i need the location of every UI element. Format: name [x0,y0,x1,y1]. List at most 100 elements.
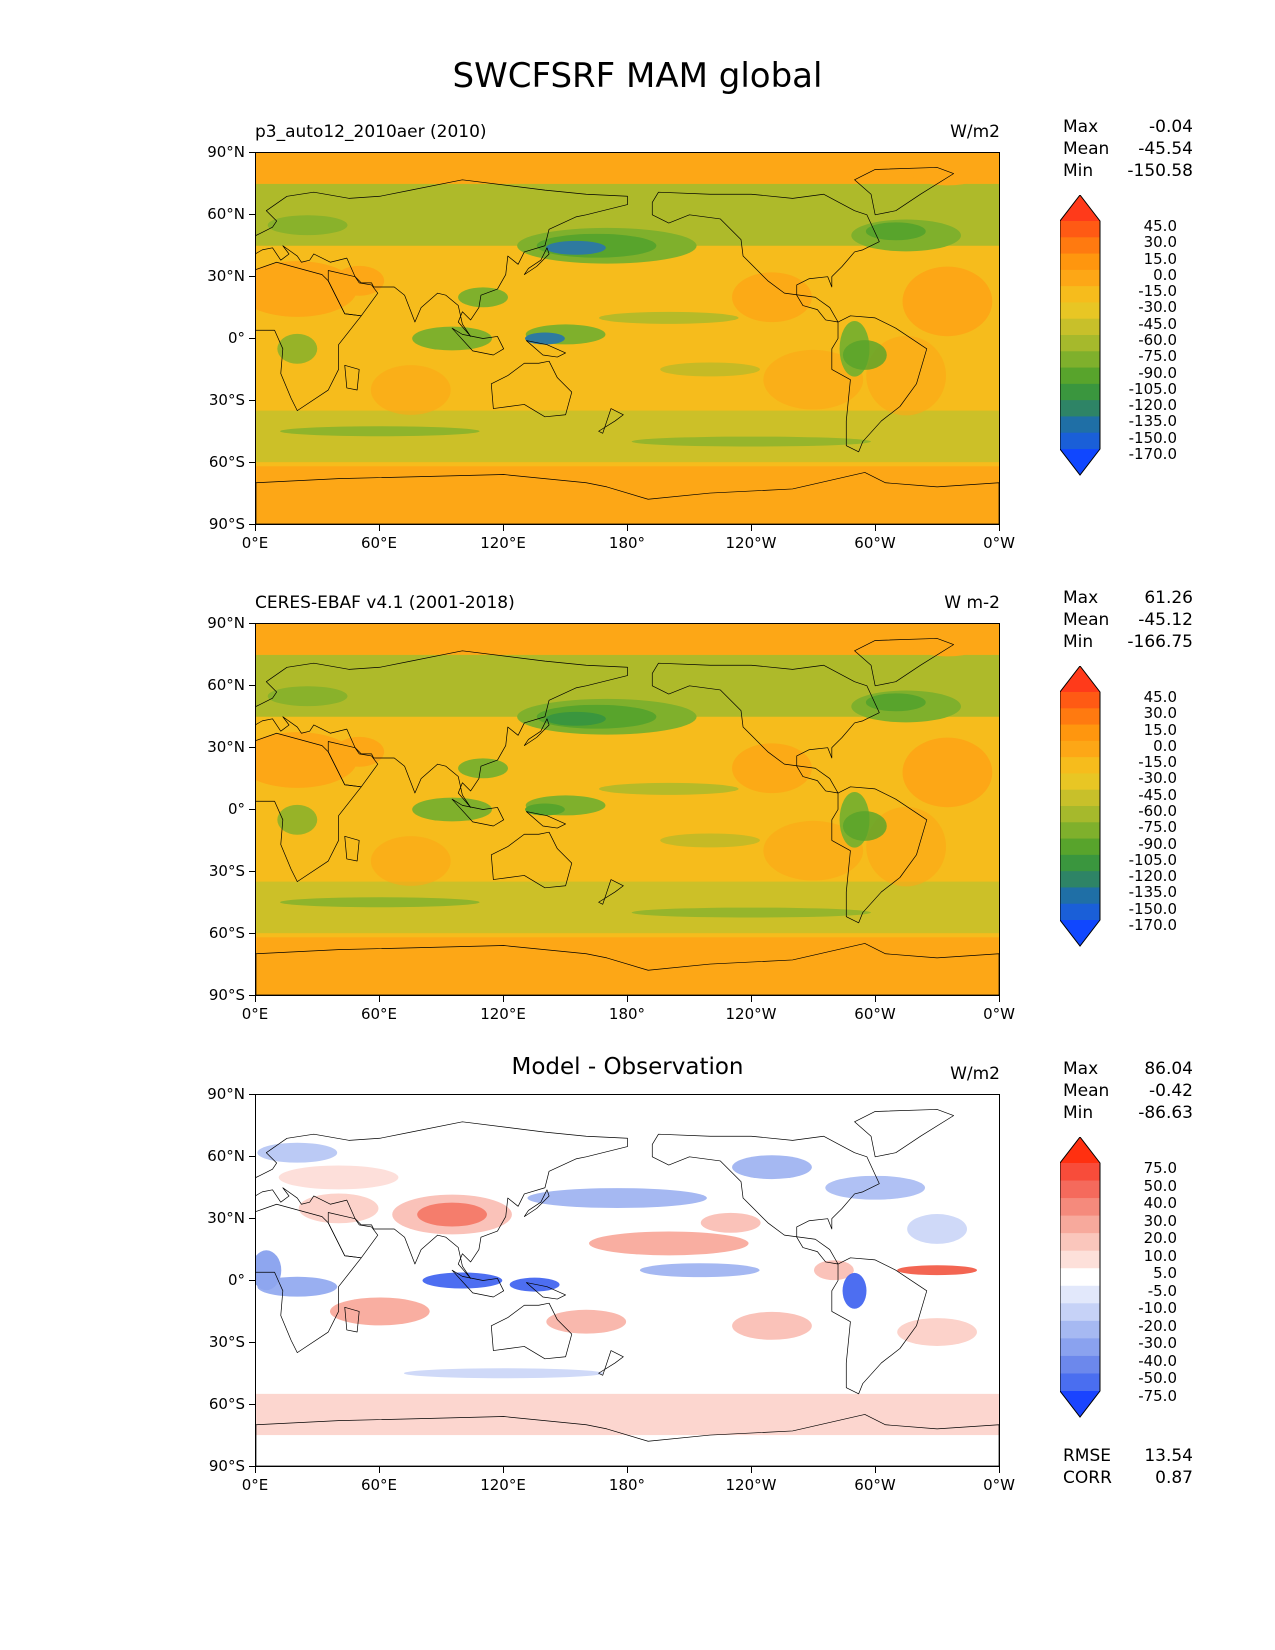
lat-tick [249,685,255,686]
field-region [897,1265,977,1276]
min-value: -166.75 [1127,632,1193,652]
lon-tick-label: 0°E [241,534,269,552]
lon-tick [751,996,752,1002]
field-region [257,1142,338,1163]
lon-tick-label: 60°E [360,534,398,552]
colorbar-tick-label: -15.0 [1138,282,1177,301]
colorbar-bin [1060,1303,1100,1322]
coastline [451,327,505,356]
coastline [651,662,880,794]
colorbar-graphic [1060,195,1101,476]
coastline [651,1133,880,1265]
lat-tick [249,933,255,934]
lat-tick-label: 90°N [207,143,245,161]
lat-tick [249,1156,255,1157]
lon-tick-label: 120°E [480,1476,526,1494]
mean-label: Mean [1063,139,1110,159]
lat-tick-label: 30°S [208,1333,245,1351]
coastline [598,1350,624,1376]
lon-tick-label: 180° [608,534,646,552]
lon-tick-label: 180° [608,1476,646,1494]
field-region [842,811,887,841]
lon-tick [255,996,256,1002]
lat-tick-label: 30°N [207,738,245,756]
coastline [598,879,624,905]
field-region [370,836,451,886]
lat-tick-label: 90°S [208,986,245,1004]
colorbar-tick-label: -75.0 [1138,818,1177,837]
colorbar-bin [1060,318,1100,336]
field-region [700,1212,761,1233]
field-region [897,1318,977,1346]
field-region [588,1231,749,1256]
colorbar-tick-label: -30.0 [1138,769,1177,788]
lon-tick-label: 0°E [241,1005,269,1023]
field-band [256,153,999,184]
colorbar-tick-label: -60.0 [1138,331,1177,349]
field-band [256,937,999,995]
colorbar-bin [1060,903,1100,921]
field-region [631,436,872,447]
corr-value: 0.87 [1155,1468,1193,1488]
lon-tick [751,1467,752,1473]
field-band [256,1393,999,1436]
field-region [422,1272,503,1289]
field-region [277,804,318,835]
coastline [490,1302,573,1360]
lon-tick-label: 60°E [360,1005,398,1023]
field-region [732,743,812,794]
lon-tick [999,996,1000,1002]
lon-tick-label: 0°E [241,1476,269,1494]
field-band [256,466,999,524]
coastline [256,732,362,882]
field-region [842,1272,867,1309]
lat-tick [249,400,255,401]
field-region [902,266,993,337]
colorbar-bin [1060,1268,1100,1287]
colorbar-bin [1060,871,1100,888]
field-band [256,624,999,655]
field-band [256,410,999,463]
lon-tick [751,525,752,531]
field-region [267,686,348,707]
lat-tick-label: 30°S [208,862,245,880]
field-region [813,1260,854,1281]
max-label: Max [1063,588,1099,608]
lat-tick [249,871,255,872]
coastline [831,786,928,924]
colorbar-bin [1060,1180,1100,1199]
colorbar-tick-label: 50.0 [1143,1176,1177,1195]
lon-tick [255,1467,256,1473]
coastline [344,835,360,862]
coastline [523,718,550,746]
lon-tick [627,1467,628,1473]
field-region [639,1263,760,1278]
colorbar-tick-label: -75.0 [1138,347,1177,366]
colorbar-bin [1060,253,1100,271]
colorbar-bin [1060,237,1100,255]
colorbar-extend-min [1060,920,1100,946]
panel-title: p3_auto12_2010aer (2010) [255,122,487,142]
panel-model: p3_auto12_2010aer (2010) W/m2 90°N 60°N 30… [0,122,1275,562]
field-region [545,711,606,726]
lon-tick-label: 120°E [480,534,526,552]
panel-diff: Model - Observation W/m2 90°N 60°N 30°N 0° 3… [0,1054,1275,1504]
field-region [458,287,508,308]
colorbar-bin [1060,351,1100,369]
stats-model: Max -0.04 Mean -45.54 Min -150.58 [1063,116,1193,182]
coastline [451,798,505,827]
colorbar-tick-label: -30.0 [1138,1334,1177,1353]
diff-metrics: RMSE 13.54 CORR 0.87 [1063,1445,1193,1489]
field-region [280,426,480,437]
mean-label: Mean [1063,610,1110,630]
panel-title: Model - Observation [511,1054,744,1080]
field-region [842,340,887,370]
field-region [763,820,864,881]
coastline [651,191,880,323]
field-region [598,782,739,795]
lat-tick-label: 60°N [207,676,245,694]
lon-tick [627,525,628,531]
field-region [256,261,358,317]
colorbar-tick-label: 30.0 [1143,704,1177,723]
panel-title: CERES-EBAF v4.1 (2001-2018) [255,593,515,613]
